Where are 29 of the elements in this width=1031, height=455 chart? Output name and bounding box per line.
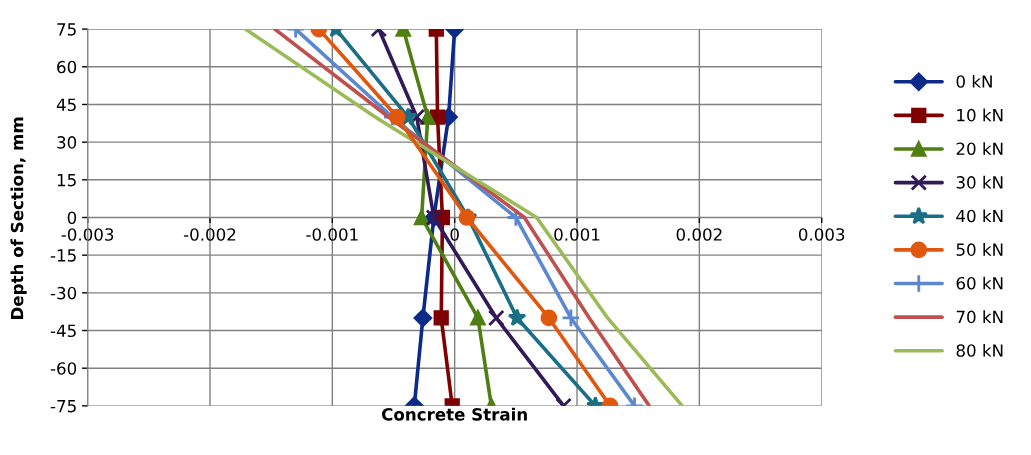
legend-label: 30 kN [956, 175, 1003, 189]
legend-label: 40 kN [956, 209, 1003, 223]
x-tick-label: -0.003 [61, 228, 114, 241]
y-tick-label: 45 [56, 98, 76, 112]
y-tick-label: -60 [50, 362, 77, 375]
x-axis-title: Concrete Strain [381, 407, 527, 421]
legend-label: 50 kN [956, 243, 1003, 256]
legend-label: 60 kN [956, 276, 1003, 290]
legend-label: 20 kN [956, 142, 1003, 156]
y-axis-title: Depth of Section, mm [10, 117, 27, 319]
x-tick-label: -0.001 [306, 228, 358, 241]
x-tick-label: 0.001 [554, 228, 600, 241]
x-tick-label: 0 [450, 228, 459, 241]
y-tick-label: -45 [50, 324, 76, 338]
y-tick-label: -30 [50, 286, 77, 300]
y-tick-label: 75 [57, 23, 76, 36]
y-tick-label: 30 [57, 136, 77, 149]
x-tick-label: 0.002 [676, 228, 722, 241]
legend-label: 0 kN [956, 74, 992, 88]
y-tick-label: 15 [57, 174, 76, 187]
x-tick-label: 0.003 [798, 228, 845, 241]
y-tick-label: -15 [50, 249, 76, 262]
x-tick-label: -0.002 [183, 228, 236, 241]
legend-label: 70 kN [956, 310, 1003, 324]
legend-label: 10 kN [957, 108, 1003, 122]
y-tick-label: 0 [67, 211, 77, 225]
y-tick-label: 60 [57, 60, 77, 74]
legend-label: 80 kN [956, 343, 1003, 357]
y-tick-label: -75 [50, 400, 76, 413]
